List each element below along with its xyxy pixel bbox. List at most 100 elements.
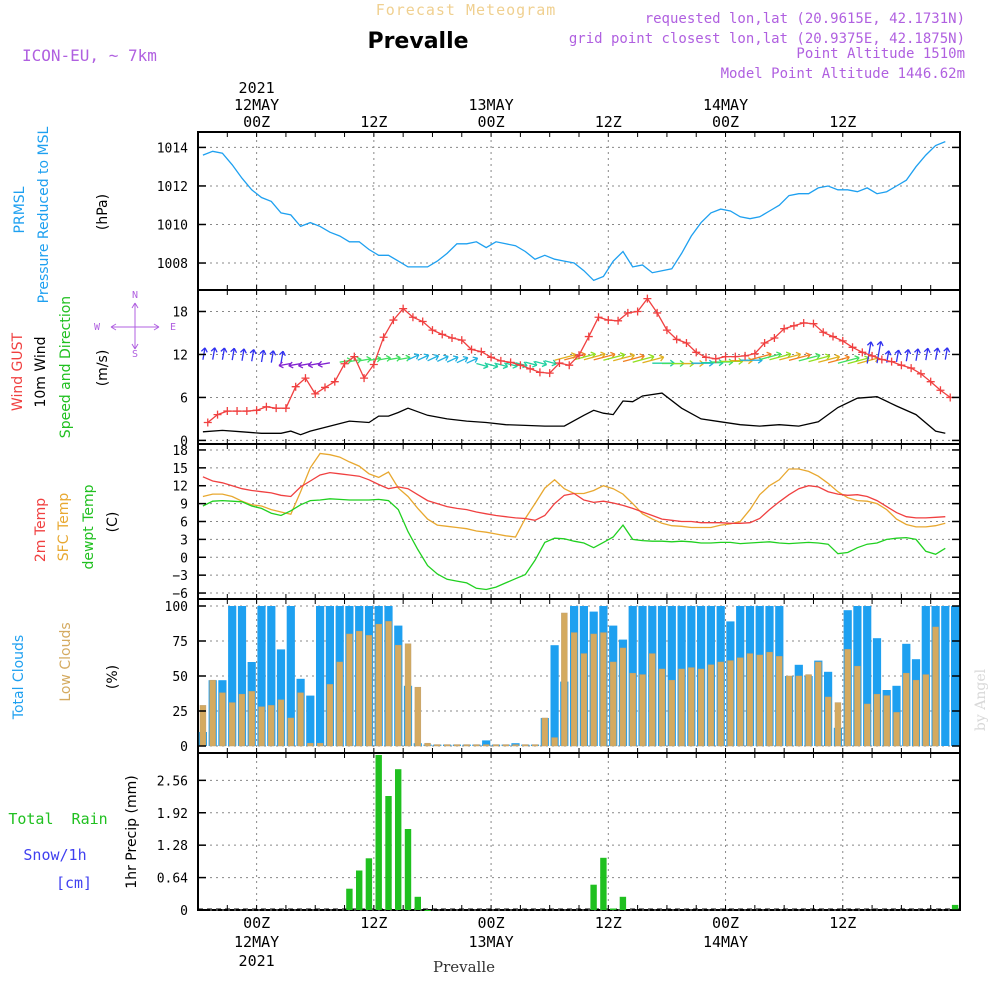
wind-arrow-shaft: [798, 354, 821, 362]
low-cloud-bar: [512, 744, 519, 747]
low-cloud-bar: [727, 660, 734, 747]
wind-arrow: [913, 348, 921, 361]
gust-marker: [750, 349, 759, 358]
gust-marker: [604, 316, 613, 325]
low-cloud-bar: [209, 679, 216, 747]
wind-arrow-shaft: [779, 353, 801, 361]
wind-speed-dir-label: Speed and Direction: [58, 296, 74, 438]
wind-arrow-head: [200, 347, 208, 353]
gust-marker: [848, 343, 857, 352]
y-tick-label: 1.92: [157, 807, 188, 822]
total-cloud-bar: [872, 638, 882, 746]
gust-marker: [496, 356, 505, 365]
wind-arrow-head: [278, 361, 284, 369]
low-cloud-bar: [541, 717, 549, 747]
low-cloud-bar: [922, 674, 930, 747]
gust-marker: [575, 351, 583, 360]
low-cloud-bar: [746, 653, 754, 747]
gust-marker: [369, 360, 378, 369]
wind-arrow: [534, 360, 548, 368]
gust-marker: [311, 389, 320, 398]
low-cloud-bar: [404, 643, 412, 747]
precip-bar: [590, 884, 597, 910]
total-cloud-bar: [550, 645, 559, 746]
y-tick-label: 9: [180, 498, 188, 513]
wind-arrow-head: [904, 349, 912, 355]
compass-n: N: [132, 290, 138, 301]
wind-arrow: [495, 362, 509, 370]
wind-arrow: [407, 353, 420, 361]
low-cloud-bar: [336, 661, 343, 747]
wind-arrow-head: [307, 361, 314, 369]
gust-marker: [565, 361, 574, 370]
low-cloud-bar: [678, 668, 685, 747]
gust-marker: [897, 361, 906, 370]
y-tick-label: 6: [180, 516, 188, 531]
precip-bar: [356, 870, 363, 910]
gust-marker: [438, 330, 447, 339]
time-label-bottom: 12Z: [829, 914, 856, 932]
wind-arrow-shaft: [270, 350, 275, 363]
low-cloud-bar: [824, 696, 832, 747]
temp-2m-line: [202, 471, 946, 524]
low-cloud-bar: [834, 702, 842, 747]
wind-arrow-shaft: [603, 353, 625, 361]
low-cloud-bar: [815, 661, 822, 747]
low-cloud-bar: [297, 692, 304, 747]
low-cloud-bar: [346, 633, 353, 747]
wind-arrow-shaft: [788, 354, 811, 362]
gust-marker: [926, 377, 935, 386]
total-cloud-bar: [306, 695, 315, 746]
low-cloud-bar: [658, 668, 666, 747]
prmsl-label: PRMSL: [12, 186, 28, 233]
low-cloud-bar: [590, 633, 597, 747]
low-cloud-bar: [385, 621, 392, 747]
precip-bar: [951, 904, 959, 910]
gust-marker: [555, 359, 564, 368]
gust-marker: [721, 352, 730, 361]
gust-marker: [672, 335, 681, 344]
wind-arrow-shaft: [749, 353, 772, 361]
gust-marker: [389, 316, 398, 325]
y-tick-label: −6: [172, 587, 188, 602]
wind-arrow-shaft: [769, 353, 791, 361]
low-cloud-bar: [492, 744, 500, 747]
wind-arrow-head: [943, 347, 951, 353]
precip-unit: 1hr Precip (mm): [124, 775, 140, 888]
low-cloud-bar: [756, 654, 763, 747]
wind-arrow-head: [462, 355, 469, 363]
gust-marker: [233, 407, 242, 416]
wind-arrow-shaft: [349, 358, 362, 363]
gust-marker: [545, 369, 554, 378]
y-tick-label: 100: [165, 600, 188, 615]
wind-arrow: [894, 349, 902, 363]
gust-marker: [789, 321, 798, 330]
suptitle: Forecast Meteogram: [376, 1, 557, 19]
wind-arrow-shaft: [417, 354, 429, 361]
wind-arrow-shaft: [212, 347, 216, 360]
total-cloud-bar: [276, 649, 286, 746]
low-cloud-bar: [277, 699, 285, 747]
temp-2m-label: 2m Temp: [33, 498, 49, 562]
wind-arrow-shaft: [642, 356, 664, 364]
gust-marker: [584, 332, 593, 341]
time-label-top: 12MAY: [234, 96, 279, 114]
gust-marker: [760, 339, 769, 348]
low-cloud-bar: [707, 664, 715, 747]
wind-arrow-shaft: [554, 353, 577, 361]
gust-marker: [623, 308, 632, 317]
wind-arrow-shaft: [944, 347, 949, 360]
wind-arrow-shaft: [359, 358, 372, 362]
wind-arrow-shaft: [251, 349, 255, 362]
gust-marker: [526, 364, 535, 373]
wind-arrow-shaft: [476, 362, 489, 368]
wind-arrow: [798, 352, 821, 362]
wind-arrow-head: [541, 360, 548, 368]
wind-arrow-head: [452, 355, 459, 362]
y-tick-label: 0: [180, 904, 188, 919]
wind-arrow-shaft: [534, 360, 547, 366]
gust-marker: [379, 333, 388, 342]
gust-marker: [272, 404, 281, 413]
y-tick-label: 25: [172, 705, 188, 720]
gust-marker: [301, 374, 310, 383]
